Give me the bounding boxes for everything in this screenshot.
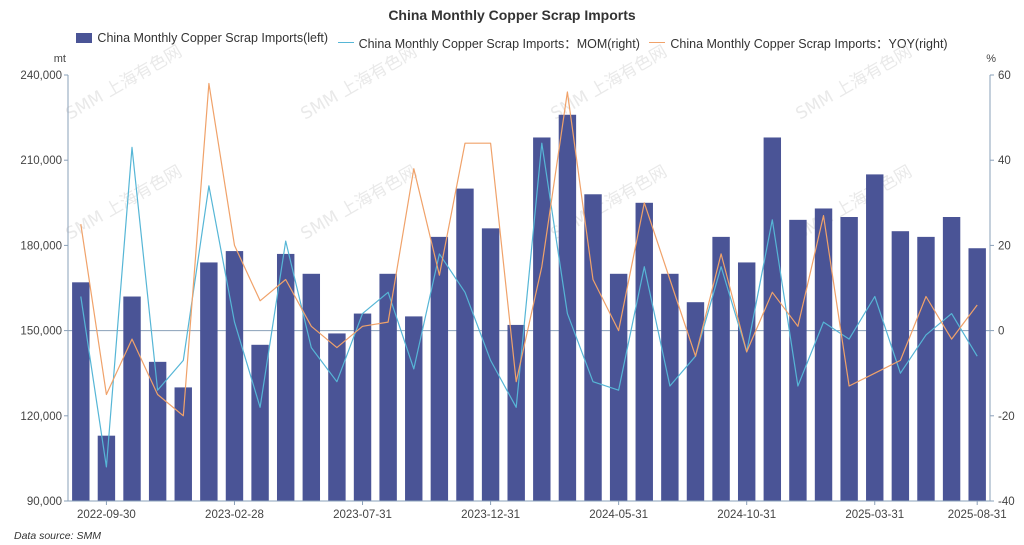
bar xyxy=(276,253,295,501)
right-tick-label: 0 xyxy=(998,326,1004,338)
bar xyxy=(328,333,346,501)
legend-label-mom: China Monthly Copper Scrap Imports：MOM(r… xyxy=(358,37,640,51)
bar xyxy=(481,228,500,502)
bar xyxy=(814,208,833,502)
bar xyxy=(712,236,730,501)
x-tick-label: 2024-10-31 xyxy=(717,509,776,521)
watermark-text: SMM 上海有色网 xyxy=(548,42,671,125)
bar xyxy=(379,273,397,501)
bar xyxy=(635,202,653,502)
bar xyxy=(123,296,141,501)
watermark-text: SMM 上海有色网 xyxy=(63,42,186,125)
bar xyxy=(866,174,884,501)
bar xyxy=(789,219,807,501)
legend-item-mom[interactable]: China Monthly Copper Scrap Imports：MOM(r… xyxy=(337,33,640,52)
left-tick-label: 240,000 xyxy=(20,70,62,82)
legend-swatch-imports xyxy=(76,33,93,43)
x-tick-label: 2025-03-31 xyxy=(845,509,904,521)
left-tick-label: 180,000 xyxy=(20,240,62,252)
bar xyxy=(251,344,269,501)
bar xyxy=(430,236,449,501)
bar xyxy=(97,435,116,501)
x-tick-label: 2023-12-31 xyxy=(461,509,520,521)
left-axis-unit: mt xyxy=(54,53,66,65)
x-tick-label: 2022-09-30 xyxy=(77,509,136,521)
right-tick-label: -40 xyxy=(998,496,1015,508)
legend-label-yoy: China Monthly Copper Scrap Imports：YOY(r… xyxy=(670,37,948,51)
bar xyxy=(533,137,551,502)
x-tick-label: 2023-07-31 xyxy=(333,509,392,521)
right-tick-label: 40 xyxy=(998,155,1011,167)
legend-swatch-yoy xyxy=(649,42,666,43)
watermark-text: SMM 上海有色网 xyxy=(63,162,186,245)
bar xyxy=(686,302,705,501)
yoy-line xyxy=(80,82,978,417)
bar xyxy=(840,217,858,501)
bar xyxy=(405,316,423,501)
bar xyxy=(200,262,218,501)
bar xyxy=(661,273,679,501)
legend-item-imports[interactable]: China Monthly Copper Scrap Imports(left) xyxy=(76,31,328,45)
bar xyxy=(558,114,577,501)
bar xyxy=(968,248,986,501)
right-axis-unit: % xyxy=(986,53,996,65)
x-tick-label: 2024-05-31 xyxy=(589,509,648,521)
left-tick-label: 120,000 xyxy=(20,411,62,423)
bar xyxy=(917,236,935,501)
bar xyxy=(891,231,910,501)
legend-label-imports: China Monthly Copper Scrap Imports(left) xyxy=(97,31,329,45)
x-tick-label: 2023-02-28 xyxy=(205,509,264,521)
bar xyxy=(584,194,602,501)
chart-legend: China Monthly Copper Scrap Imports(left)… xyxy=(0,31,1024,52)
bar xyxy=(763,137,782,502)
bar xyxy=(225,251,244,501)
left-tick-label: 210,000 xyxy=(20,155,62,167)
watermark-text: SMM 上海有色网 xyxy=(298,42,421,125)
watermark-text: SMM 上海有色网 xyxy=(298,162,421,245)
right-tick-label: 60 xyxy=(998,70,1011,82)
left-tick-label: 150,000 xyxy=(20,326,62,338)
bar xyxy=(737,262,756,501)
bar xyxy=(174,387,192,501)
right-tick-label: -20 xyxy=(998,411,1015,423)
mom-line xyxy=(80,142,978,468)
bar xyxy=(72,282,90,501)
bar xyxy=(456,188,474,501)
legend-swatch-mom xyxy=(337,42,354,43)
bar xyxy=(302,273,321,501)
x-tick-label: 2025-08-31 xyxy=(948,509,1007,521)
legend-item-yoy[interactable]: China Monthly Copper Scrap Imports：YOY(r… xyxy=(649,33,948,52)
bar xyxy=(507,324,525,501)
watermark-text: SMM 上海有色网 xyxy=(793,42,916,125)
data-source: Data source: SMM xyxy=(14,530,101,542)
bar xyxy=(353,313,372,501)
chart-title: China Monthly Copper Scrap Imports xyxy=(388,7,636,23)
right-tick-label: 20 xyxy=(998,240,1011,252)
bar xyxy=(148,361,167,501)
bar xyxy=(942,217,961,501)
left-tick-label: 90,000 xyxy=(27,496,62,508)
